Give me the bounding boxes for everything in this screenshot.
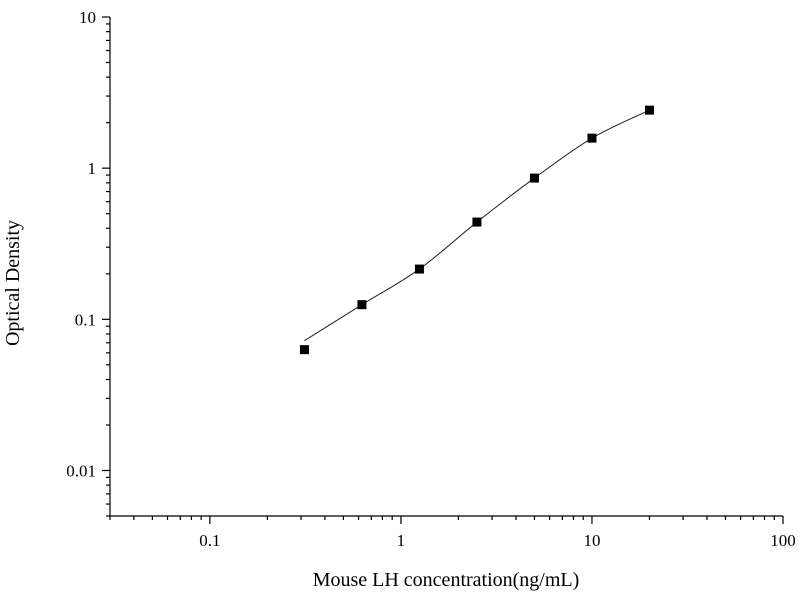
- x-tick-label: 1: [397, 531, 406, 550]
- y-tick-label: 0.01: [66, 461, 96, 480]
- data-point-marker: [414, 264, 424, 274]
- x-tick-label: 10: [583, 531, 600, 550]
- data-point-marker: [587, 133, 597, 143]
- axes: [109, 17, 783, 517]
- axis-ticks: [102, 16, 784, 524]
- data-points: [299, 105, 654, 355]
- data-point-marker: [644, 105, 654, 115]
- data-point-marker: [299, 345, 309, 355]
- x-axis-title: Mouse LH concentration(ng/mL): [313, 569, 580, 591]
- tick-labels: 0.1 1 10 100 0.01 0.1 1 10: [66, 8, 796, 550]
- x-tick-label: 100: [770, 531, 796, 550]
- y-tick-label: 0.1: [75, 310, 96, 329]
- data-point-marker: [472, 217, 482, 227]
- x-tick-label: 0.1: [199, 531, 220, 550]
- y-tick-label: 10: [79, 8, 96, 27]
- y-axis-title: Optical Density: [2, 220, 24, 346]
- data-point-marker: [357, 300, 367, 310]
- y-tick-label: 1: [88, 159, 97, 178]
- data-point-marker: [529, 173, 539, 183]
